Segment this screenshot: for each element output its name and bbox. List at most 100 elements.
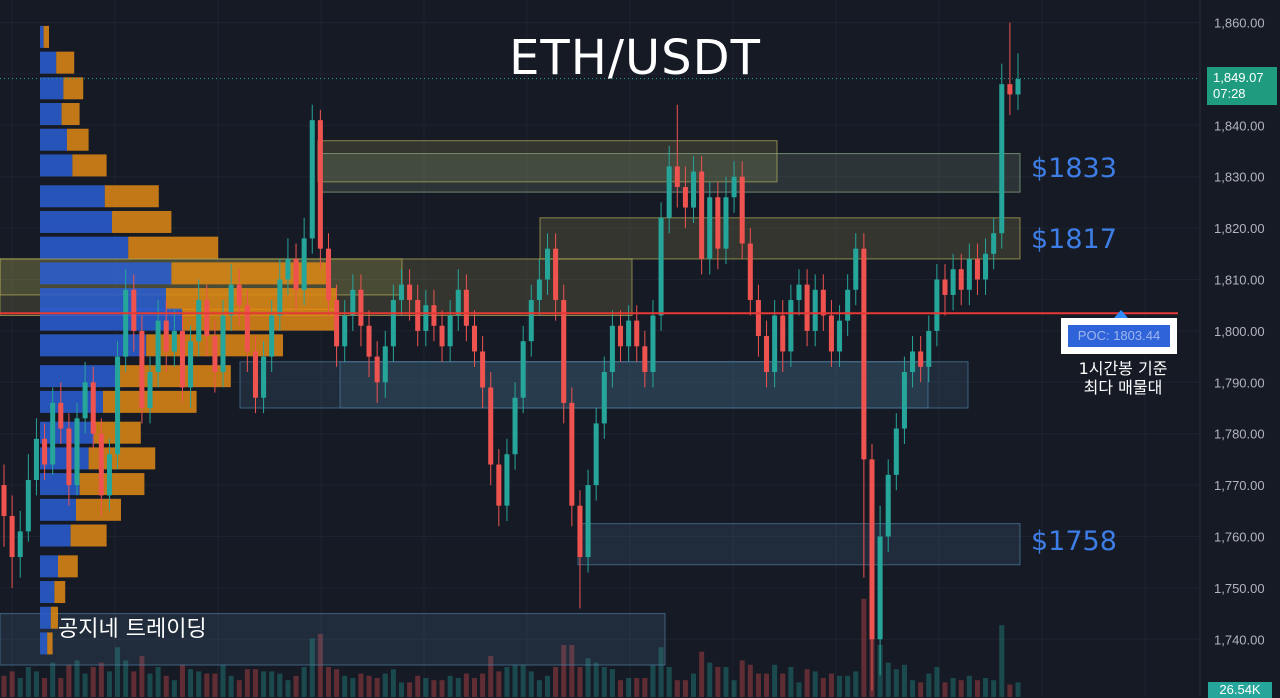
candle-body	[747, 243, 753, 301]
candle-body	[699, 171, 705, 259]
profile-up-bar	[40, 632, 48, 655]
volume-bar	[277, 673, 283, 697]
volume-bar	[447, 675, 453, 697]
volume-bar	[593, 662, 599, 697]
candle-body	[131, 289, 137, 331]
volume-bar	[179, 664, 185, 697]
volume-bar	[171, 680, 177, 697]
volume-bar	[244, 669, 250, 697]
poc-note: 1시간봉 기준 최다 매물대	[1060, 359, 1186, 397]
profile-up-bar	[40, 25, 44, 48]
volume-bar	[650, 664, 656, 697]
candle-body	[106, 454, 112, 496]
candlesticks	[1, 22, 1021, 691]
volume-bar	[504, 667, 510, 697]
candle-body	[966, 258, 972, 290]
volume-bar	[845, 675, 851, 697]
candle-body	[261, 356, 267, 398]
price-axis[interactable]: 1,860.001,850.001,840.001,830.001,820.00…	[1214, 16, 1265, 648]
candle-body	[634, 320, 640, 347]
candle-body	[958, 269, 964, 290]
volume-bar	[236, 680, 242, 697]
bar-countdown: 07:28	[1213, 86, 1246, 101]
chart-title: ETH/USDT	[509, 30, 761, 86]
level-label-1758: $1758	[1031, 526, 1117, 557]
volume-bar	[147, 673, 153, 697]
volume-bar	[739, 660, 745, 697]
volume-bar	[1015, 682, 1021, 697]
volume-bar	[934, 667, 940, 697]
candle-body	[98, 433, 104, 496]
profile-up-bar	[40, 288, 166, 311]
volume-bar	[828, 673, 834, 697]
volume-bar	[804, 669, 810, 697]
profile-up-bar	[40, 447, 89, 470]
supply-demand-zones	[0, 140, 1021, 666]
volume-bar	[82, 673, 88, 697]
candle-body	[504, 454, 510, 506]
candle-body	[179, 330, 185, 388]
candle-body	[90, 382, 96, 434]
profile-down-bar	[58, 555, 78, 578]
volume-bar	[488, 656, 494, 697]
volume-bar	[520, 664, 526, 697]
volume-bars	[1, 598, 1021, 697]
candle-body	[544, 248, 551, 280]
volume-bar	[325, 667, 331, 697]
candle-body	[950, 269, 956, 295]
candle-body	[991, 233, 997, 254]
zone	[539, 217, 1021, 260]
volume-bar	[861, 598, 867, 697]
volume-bar	[374, 678, 380, 697]
volume-bar	[755, 673, 761, 697]
candle-body	[569, 402, 575, 506]
candle-body	[820, 289, 826, 316]
y-tick-label: 1,780.00	[1214, 427, 1265, 442]
candle-body	[682, 186, 688, 208]
volume-bar	[188, 669, 194, 697]
volume-bar	[220, 664, 226, 697]
y-tick-label: 1,790.00	[1214, 375, 1265, 390]
candle-body	[309, 120, 315, 239]
profile-down-bar	[166, 288, 337, 311]
candle-body	[123, 289, 129, 357]
candle-body	[910, 351, 916, 373]
profile-up-bar	[40, 128, 67, 151]
candle-body	[463, 289, 469, 326]
candle-body	[934, 279, 940, 331]
volume-bar	[682, 680, 688, 697]
profile-up-bar	[40, 154, 73, 177]
volume-bar	[958, 680, 964, 697]
candle-body	[512, 397, 518, 455]
candle-body	[772, 315, 778, 373]
candle-body	[334, 300, 340, 347]
candle-body	[974, 258, 980, 280]
zone	[339, 361, 929, 409]
volume-bar	[58, 678, 64, 697]
candle-body	[893, 428, 899, 475]
candle-body	[796, 284, 802, 301]
candle-body	[398, 284, 405, 301]
candle-body	[447, 315, 453, 347]
candle-body	[25, 479, 31, 532]
profile-up-bar	[40, 51, 57, 74]
volume-bar	[139, 656, 145, 697]
volume-bar	[301, 667, 307, 697]
volume-bar	[496, 671, 502, 697]
candle-body	[269, 315, 275, 357]
volume-bar	[812, 671, 818, 697]
volume-bar	[512, 664, 518, 697]
volume-bar	[577, 667, 583, 697]
volume-bar	[544, 675, 551, 697]
last-price-tag: 1,849.07 07:28	[1207, 67, 1277, 105]
level-label-1817: $1817	[1031, 224, 1117, 255]
volume-bar	[431, 680, 437, 697]
candle-body	[33, 438, 39, 480]
volume-bar	[731, 680, 737, 697]
volume-bar	[609, 669, 615, 697]
volume-bar	[163, 675, 169, 697]
poc-label: POC: 1803.44	[1068, 325, 1170, 347]
profile-down-bar	[112, 210, 172, 233]
candle-body	[853, 248, 859, 290]
